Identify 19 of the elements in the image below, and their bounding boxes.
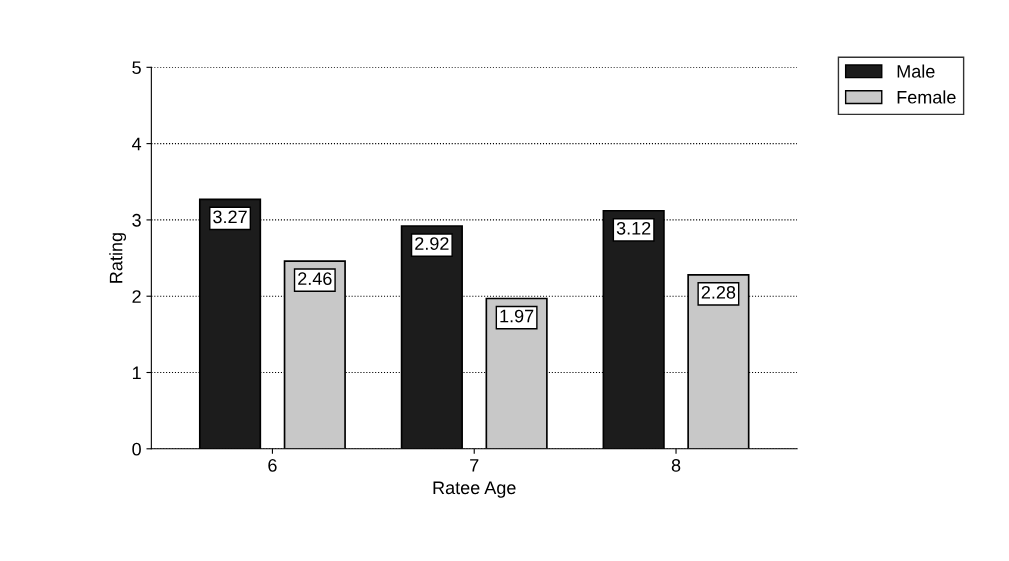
x-tick-label: 7 bbox=[470, 459, 479, 472]
y-tick-label: 4 bbox=[132, 137, 142, 151]
x-tick-label: 6 bbox=[268, 459, 277, 472]
y-tick-label: 5 bbox=[132, 61, 141, 75]
y-axis-title: Rating bbox=[109, 233, 127, 283]
data-label: 3.12 bbox=[616, 221, 651, 235]
data-label: 2.28 bbox=[701, 285, 736, 299]
data-label: 2.92 bbox=[415, 237, 449, 250]
legend-label: Female bbox=[897, 90, 956, 104]
y-tick-label: 1 bbox=[132, 366, 141, 380]
data-label: 3.27 bbox=[213, 210, 247, 224]
x-axis-title: Ratee Age bbox=[433, 481, 516, 498]
x-tick-label: 8 bbox=[671, 459, 681, 472]
y-tick-label: 3 bbox=[132, 213, 141, 227]
legend-label: Male bbox=[897, 64, 935, 78]
data-label: 2.46 bbox=[298, 272, 332, 286]
y-tick-label: 2 bbox=[132, 290, 141, 303]
data-label: 1.97 bbox=[500, 309, 534, 323]
y-tick-label: 0 bbox=[132, 442, 141, 456]
